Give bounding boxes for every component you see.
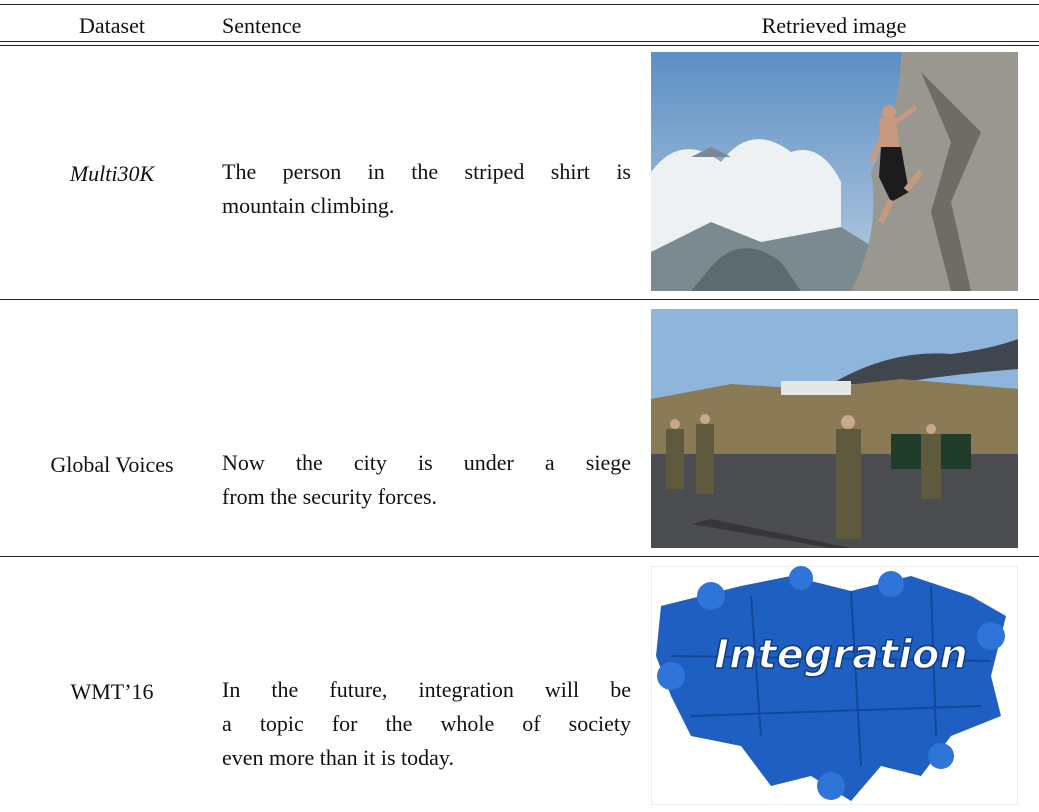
soldiers-image [651, 309, 1018, 548]
header-rule [0, 41, 1039, 42]
header-cell: Sentence [222, 13, 302, 38]
sentence-line: mountain climbing. [222, 193, 395, 218]
row-rule [0, 299, 1039, 300]
dataset-cell: Global Voices [50, 452, 174, 477]
header-cell: Dataset [79, 13, 145, 38]
top-rule [0, 4, 1039, 5]
sentence-cell: The person in the striped shirt is mounta… [222, 155, 631, 223]
dataset-cell: Multi30K [69, 161, 155, 186]
sentence-cell: Now the city is under a siege from the se… [222, 446, 631, 514]
climber-image [651, 52, 1018, 291]
row-rule [0, 556, 1039, 557]
sentence-line: even more than it is today. [222, 745, 454, 770]
header-cell: Retrieved image [761, 13, 907, 38]
sentence-line: The person in the striped shirt is [222, 159, 631, 184]
sentence-line: Now the city is under a siege [222, 450, 631, 475]
image-text: Integration [714, 632, 968, 678]
sentence-cell: In the future, integration will be a topi… [222, 673, 631, 775]
sentence-line: In the future, integration will be [222, 677, 631, 702]
sentence-line: from the security forces. [222, 484, 438, 509]
dataset-cell: WMT’16 [70, 679, 154, 704]
puzzle-image: Integration [651, 566, 1018, 805]
header-rule [0, 45, 1039, 46]
sentence-line: a topic for the whole of society [222, 711, 631, 736]
